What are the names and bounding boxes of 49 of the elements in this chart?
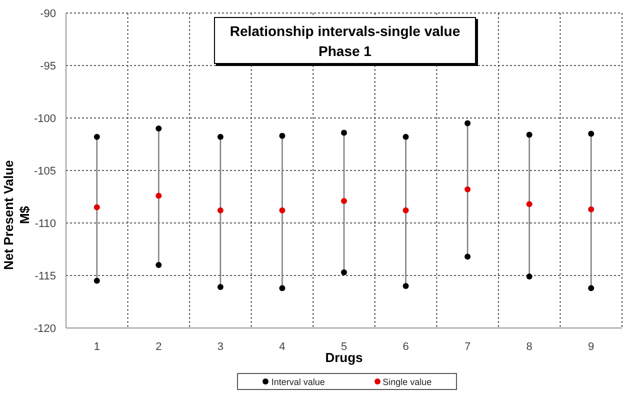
x-tick-label: 6 [402,340,409,353]
point [402,134,409,140]
point [279,132,286,139]
x-axis-title: Drugs [325,350,363,365]
x-tick-label: 9 [588,340,594,353]
point [588,130,594,137]
point [464,120,471,126]
y-tick-label: -95 [40,60,56,72]
point [279,285,286,292]
point [94,278,100,284]
y-axis-title: Net Present Value M$ [1,160,33,270]
x-tick-label: 3 [217,340,224,353]
x-tick-label: 1 [94,340,100,353]
legend-label: Interval value [270,376,325,386]
point [588,285,594,292]
point [341,198,347,204]
y-tick-label: -120 [34,322,56,335]
point [217,284,224,290]
point [464,254,471,260]
y-tick-label: -110 [34,218,56,230]
text: Relationship intervals-single value [228,22,462,41]
y-tick-label: -105 [34,165,56,178]
point [279,207,286,214]
point [156,126,162,132]
point [94,134,100,140]
point [94,204,100,210]
point [588,206,594,212]
x-tick-label: 8 [526,340,532,353]
text: Phase 1 [318,42,372,61]
x-tick-label: 5 [340,340,348,353]
y-tick-label: -115 [34,270,56,282]
x-tick-label: 2 [156,340,162,353]
point [156,262,162,268]
point [464,186,471,192]
y-tick-label: -100 [34,112,56,125]
point [526,201,532,208]
point [217,134,224,140]
point [341,269,347,276]
point [217,207,224,214]
legend-label: Single value [382,376,432,386]
point [156,192,162,199]
point [526,132,532,138]
point [402,283,409,289]
point [402,207,409,214]
point [526,274,532,280]
x-tick-label: 7 [464,340,471,353]
y-tick-label: -90 [40,8,56,20]
x-tick-label: 4 [279,340,286,353]
point [341,130,347,136]
